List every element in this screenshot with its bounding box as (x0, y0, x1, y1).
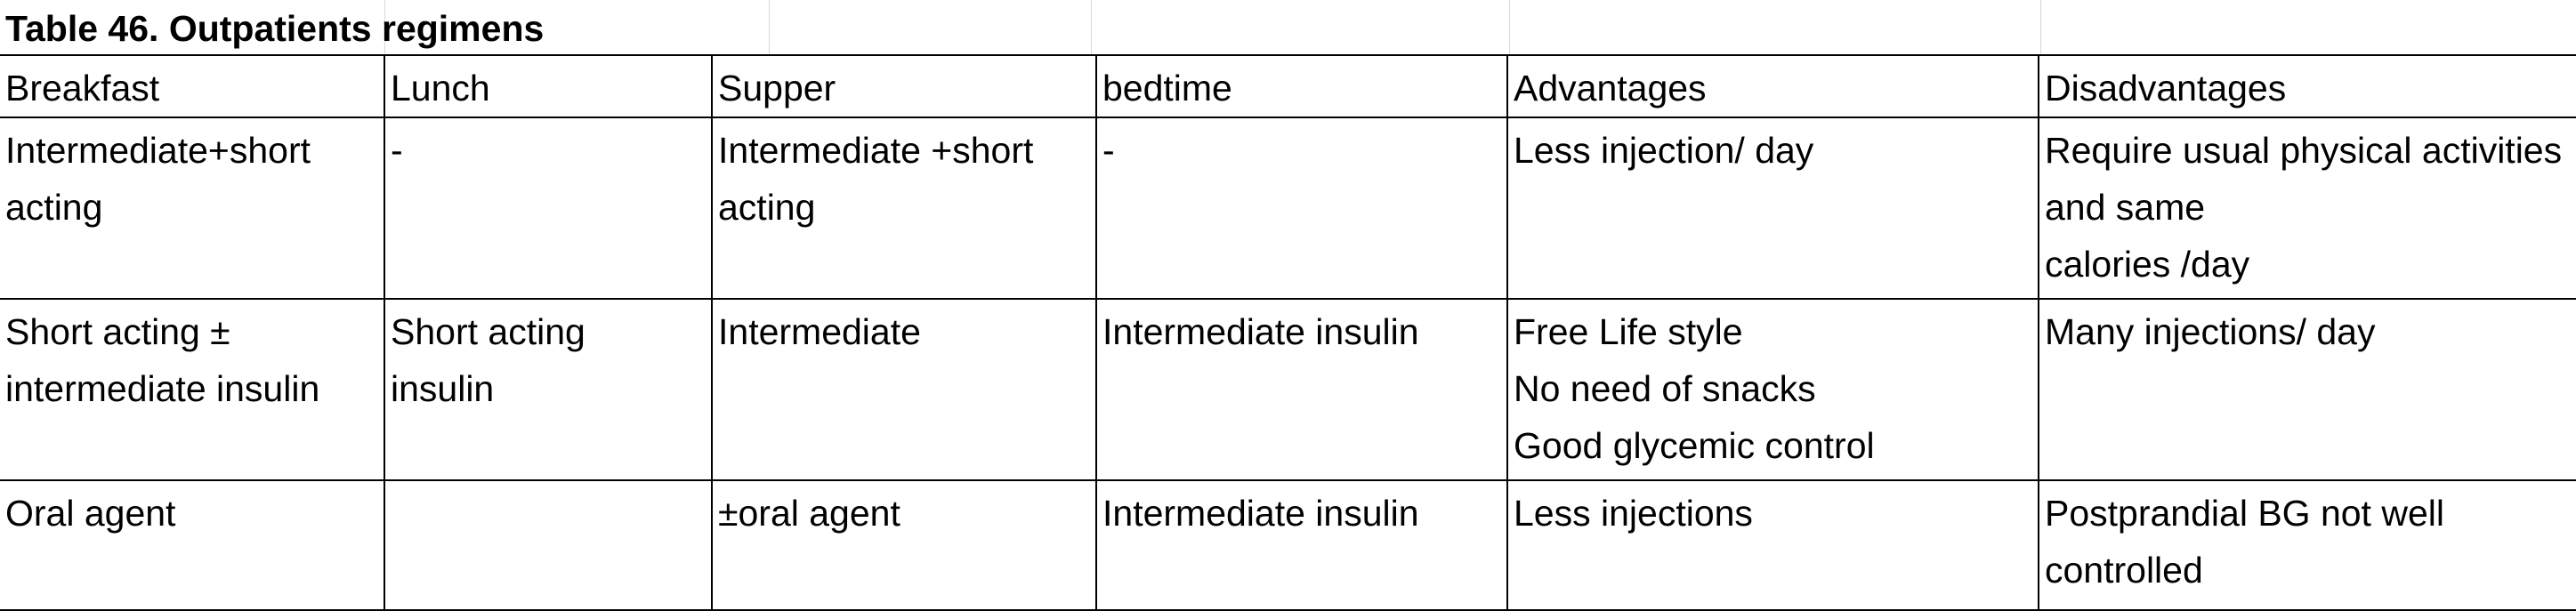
header-row: Breakfast Lunch Supper bedtime Advantage… (0, 54, 2576, 118)
cell-text: Intermediate+short acting (5, 122, 378, 236)
table-row: Oral agent ±oral agent Intermediate insuli… (0, 479, 2576, 611)
title-row-gridline (384, 0, 385, 55)
cell-line: Many injections/ day (2045, 311, 2376, 352)
regimens-table: Breakfast Lunch Supper bedtime Advantage… (0, 54, 2576, 611)
column-header[interactable]: Lunch (384, 54, 713, 118)
cell-line: Intermediate insulin (1102, 493, 1419, 534)
table-cell[interactable]: Intermediate +short acting (711, 117, 1097, 300)
cell-line: Good glycemic control (1514, 425, 1875, 466)
cell-line: Oral agent (5, 493, 176, 534)
cell-text: Require usual physical activities and sam… (2045, 122, 2571, 293)
table-cell[interactable] (384, 479, 713, 611)
table-cell[interactable]: Less injections (1506, 479, 2039, 611)
cell-text: - (391, 122, 706, 179)
cell-line: calories /day (2045, 244, 2250, 285)
cell-line: acting (718, 187, 816, 228)
title-row-gridline (2040, 0, 2041, 55)
cell-line: controlled (2045, 550, 2203, 591)
column-header[interactable]: Supper (711, 54, 1097, 118)
column-header[interactable]: bedtime (1095, 54, 1508, 118)
cell-text: Intermediate insulin (1102, 303, 1501, 360)
cell-line: ±oral agent (718, 493, 900, 534)
cell-text: Short acting insulin (391, 303, 706, 417)
cell-line: Postprandial BG not well (2045, 493, 2444, 534)
table-title: Table 46. Outpatients regimens (5, 8, 545, 49)
cell-line: Require usual physical activities (2045, 130, 2563, 171)
table-cell[interactable]: Short acting ± intermediate insulin (0, 298, 385, 481)
cell-line: intermediate insulin (5, 368, 320, 409)
cell-line: insulin (391, 368, 495, 409)
cell-line: Intermediate insulin (1102, 311, 1419, 352)
cell-line: Less injection/ day (1514, 130, 1814, 171)
cell-text: Postprandial BG not well controlled (2045, 485, 2571, 599)
cell-text: Intermediate (718, 303, 1090, 360)
table-cell[interactable]: Intermediate (711, 298, 1097, 481)
table-cell[interactable]: Oral agent (0, 479, 385, 611)
cell-line: - (1102, 130, 1115, 171)
table-cell[interactable]: Less injection/ day (1506, 117, 2039, 300)
cell-text: Free Life style No need of snacks Good gly… (1514, 303, 2032, 474)
cell-line: acting (5, 187, 103, 228)
cell-text: Less injection/ day (1514, 122, 2032, 179)
cell-line: Short acting ± (5, 311, 230, 352)
title-row-gridline (1091, 0, 1092, 55)
column-header[interactable]: Disadvantages (2038, 54, 2576, 118)
table-row: Short acting ± intermediate insulin Short … (0, 298, 2576, 481)
table-cell[interactable]: Postprandial BG not well controlled (2038, 479, 2576, 611)
cell-line: - (391, 130, 403, 171)
table-cell[interactable]: - (1095, 117, 1508, 300)
table-cell[interactable]: Intermediate insulin (1095, 479, 1508, 611)
table-row: Intermediate+short acting - Intermediate +s… (0, 117, 2576, 300)
cell-line: Less injections (1514, 493, 1753, 534)
cell-text: ±oral agent (718, 485, 1090, 542)
cell-text: Intermediate insulin (1102, 485, 1501, 542)
table-cell[interactable]: Free Life style No need of snacks Good gly… (1506, 298, 2039, 481)
cell-text: Many injections/ day (2045, 303, 2571, 360)
cell-text: Intermediate +short acting (718, 122, 1090, 236)
title-row-gridline (1509, 0, 1510, 55)
column-header[interactable]: Advantages (1506, 54, 2039, 118)
cell-text: Short acting ± intermediate insulin (5, 303, 378, 417)
cell-line: Free Life style (1514, 311, 1743, 352)
cell-line: and same (2045, 187, 2206, 228)
cell-text: - (1102, 122, 1501, 179)
cell-line: Intermediate +short (718, 130, 1034, 171)
table-cell[interactable]: Many injections/ day (2038, 298, 2576, 481)
cell-line: Intermediate+short (5, 130, 311, 171)
column-header[interactable]: Breakfast (0, 54, 385, 118)
table-cell[interactable]: ±oral agent (711, 479, 1097, 611)
cell-line: No need of snacks (1514, 368, 1816, 409)
cell-text: Oral agent (5, 485, 378, 542)
cell-text: Less injections (1514, 485, 2032, 542)
table-cell[interactable]: Require usual physical activities and sam… (2038, 117, 2576, 300)
table-cell[interactable]: - (384, 117, 713, 300)
table-cell[interactable]: Short acting insulin (384, 298, 713, 481)
cell-line: Short acting (391, 311, 585, 352)
title-row-gridline (769, 0, 770, 55)
table-cell[interactable]: Intermediate+short acting (0, 117, 385, 300)
table-cell[interactable]: Intermediate insulin (1095, 298, 1508, 481)
cell-line: Intermediate (718, 311, 921, 352)
